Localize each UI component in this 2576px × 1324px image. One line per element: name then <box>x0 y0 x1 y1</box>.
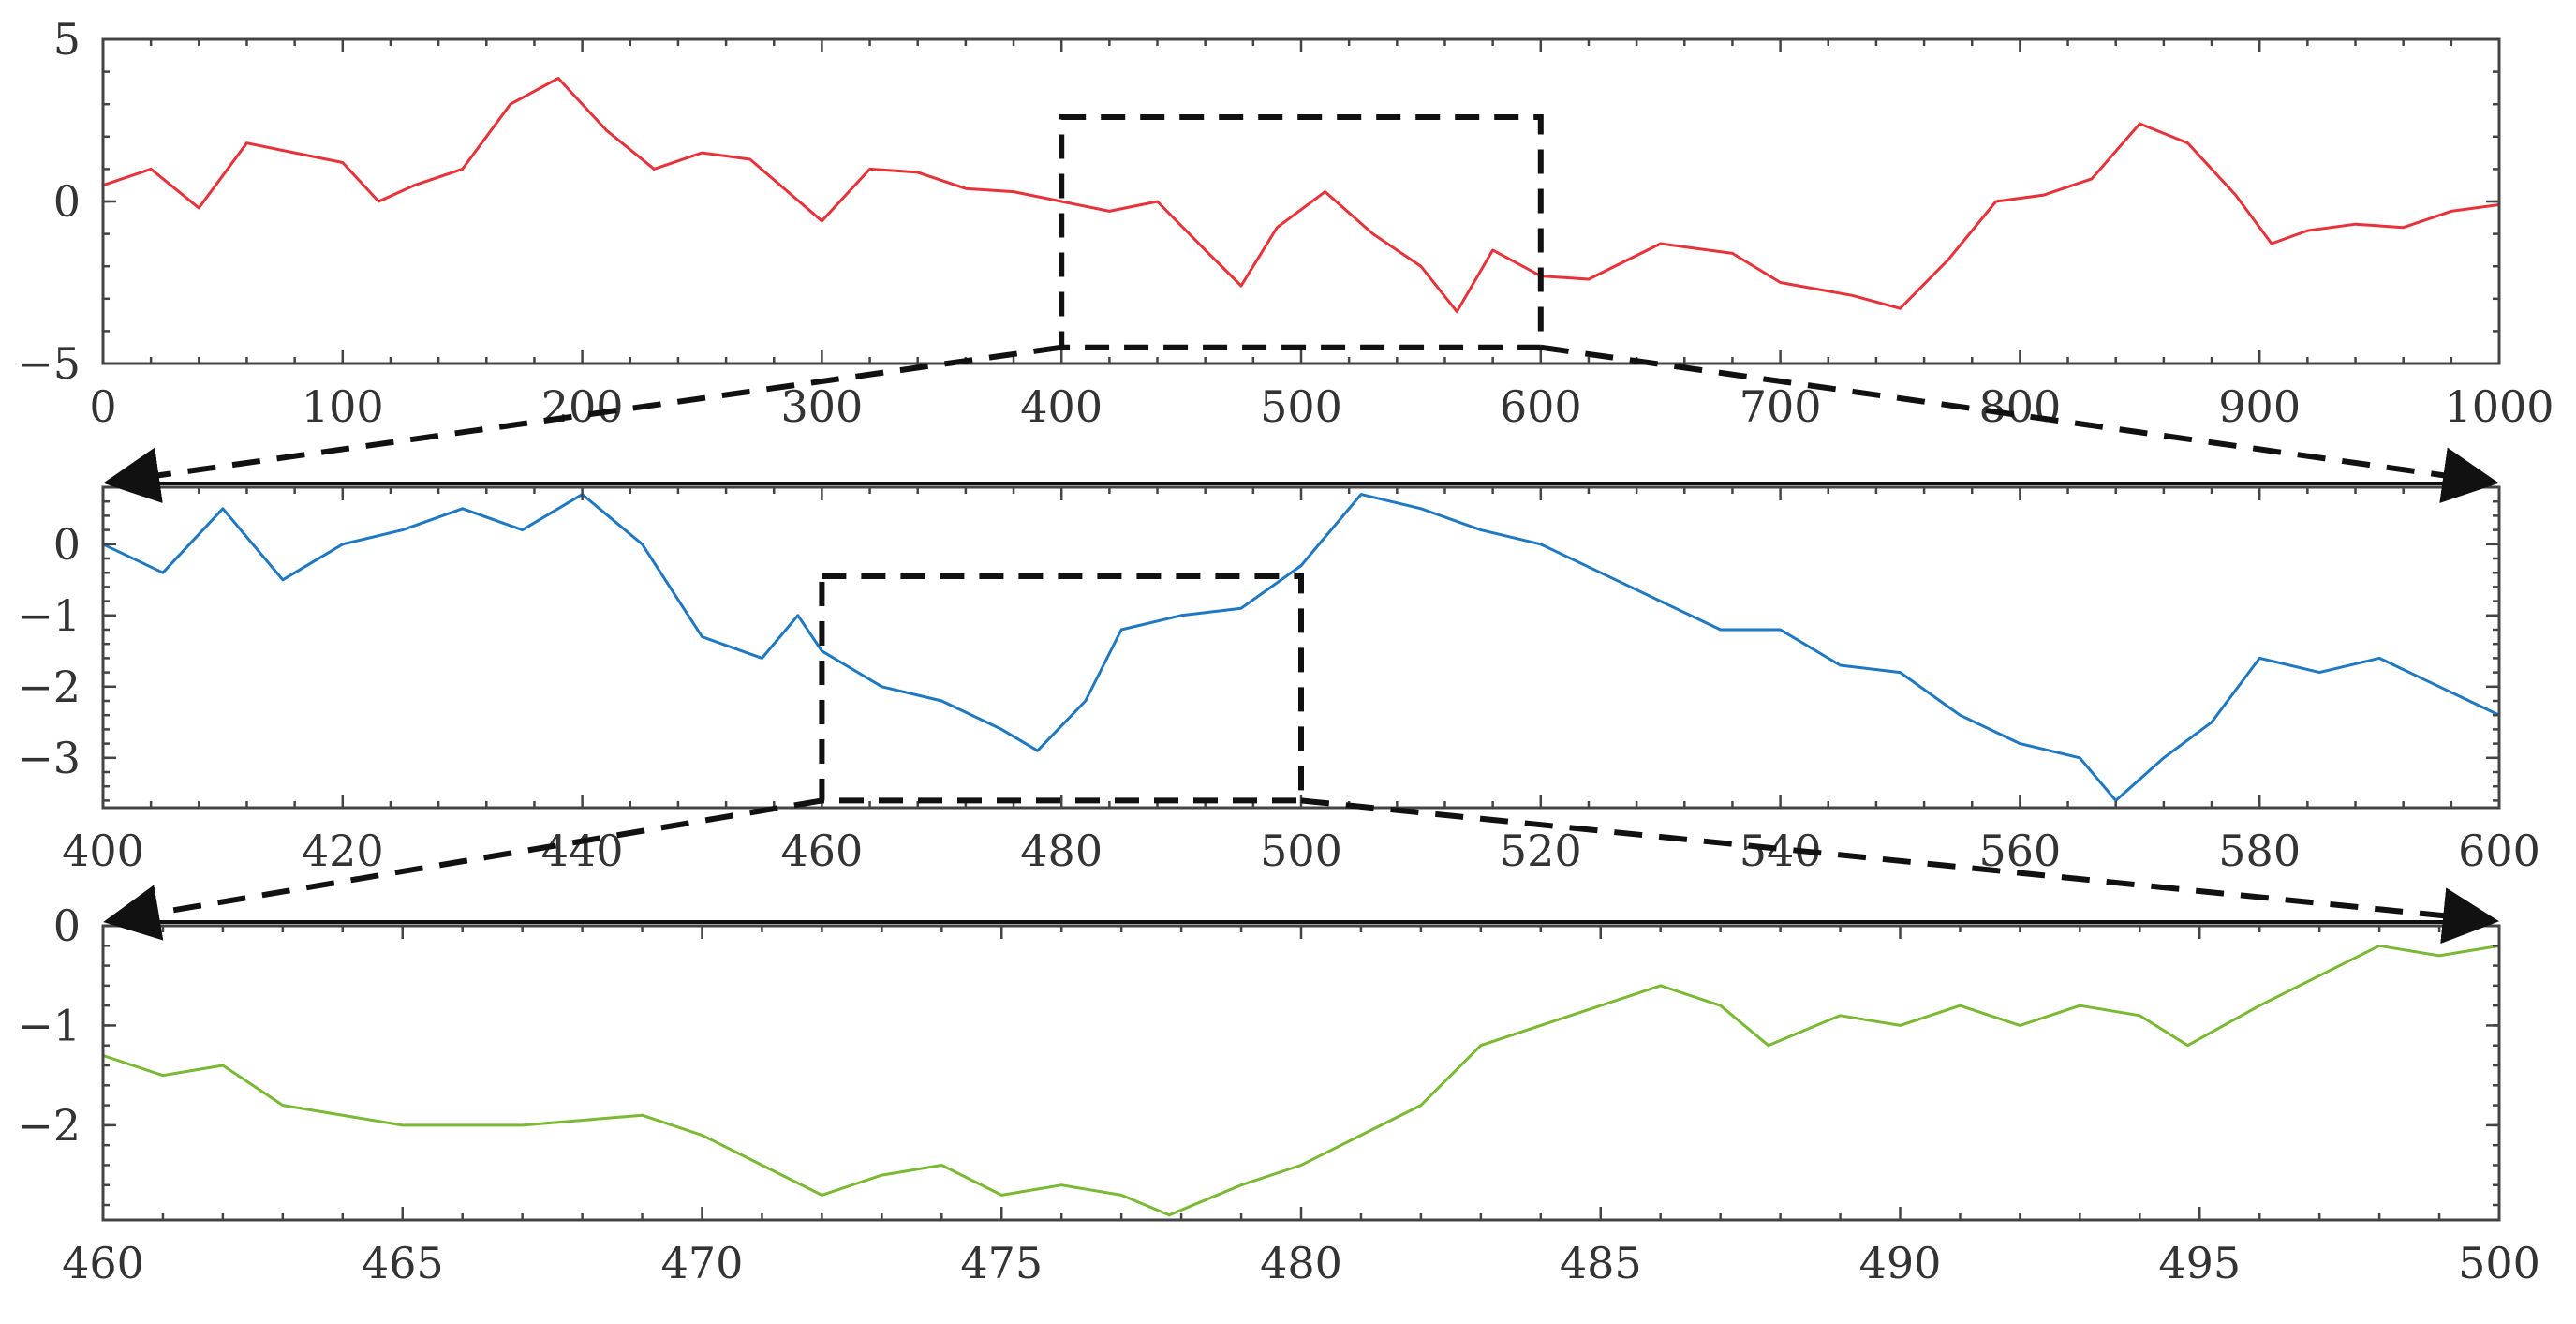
top-x-tick-label: 1000 <box>2444 381 2554 432</box>
middle-x-tick-label: 400 <box>62 826 144 876</box>
bottom-x-tick-label: 485 <box>1560 1238 1642 1288</box>
bottom-y-tick-label: −2 <box>17 1100 81 1151</box>
middle-x-tick-label: 480 <box>1020 826 1103 876</box>
middle-y-tick-label: −2 <box>17 662 81 712</box>
bottom-x-tick-label: 475 <box>960 1238 1043 1288</box>
bottom-x-tick-label: 465 <box>362 1238 444 1288</box>
top-x-tick-label: 100 <box>302 381 384 432</box>
bottom-x-tick-label: 460 <box>62 1238 144 1288</box>
bottom-x-tick-label: 500 <box>2458 1238 2540 1288</box>
panel-bottom: 460 465 470 475 480 485 490 495 500 −2 −1 0 <box>17 900 2540 1288</box>
zoom-connector-right-1 <box>1540 344 2499 503</box>
bottom-series-line-0 <box>102 944 2500 1217</box>
top-series-line-0 <box>102 77 2500 314</box>
zoom-connector-left-2 <box>103 797 822 941</box>
top-y-tick-label: 0 <box>53 176 81 227</box>
panel-middle: 400 420 440 460 480 500 520 540 560 580 600−3−2−10 <box>17 485 2540 876</box>
top-x-tick-label: 900 <box>2218 381 2301 432</box>
bottom-x-tick-label: 490 <box>1859 1238 1942 1288</box>
bottom-x-tick-label: 480 <box>1260 1238 1342 1288</box>
middle-x-tick-label: 460 <box>780 826 863 876</box>
top-y-tick-label: 5 <box>53 14 81 65</box>
top-x-tick-label: 500 <box>1260 381 1342 432</box>
middle-x-tick-label: 420 <box>302 826 384 876</box>
top-x-tick-label: 400 <box>1020 381 1103 432</box>
zoom-connector-left-1 <box>103 344 1062 503</box>
middle-x-tick-label: 520 <box>1500 826 1582 876</box>
middle-y-tick-label: −1 <box>17 590 81 641</box>
top-y-tick-label: −5 <box>17 338 81 389</box>
middle-x-tick-label: 580 <box>2218 826 2301 876</box>
panel-top: 0 100 200 300 400 500 600 700 800 900 1000−505 <box>17 14 2554 432</box>
top-x-tick-label: 200 <box>541 381 624 432</box>
middle-x-tick-label: 500 <box>1260 826 1342 876</box>
top-zoom-box <box>1059 114 1544 350</box>
bottom-plot-frame <box>101 924 2501 1222</box>
middle-y-tick-label: 0 <box>53 519 81 570</box>
top-x-tick-label: 300 <box>780 381 863 432</box>
zoom-connectors <box>103 344 2499 945</box>
top-plot-frame <box>101 37 2501 365</box>
bottom-x-tick-label: 470 <box>661 1238 744 1288</box>
middle-x-tick-label: 440 <box>541 826 624 876</box>
bottom-x-tick-label: 495 <box>2158 1238 2241 1288</box>
middle-plot-frame <box>101 485 2501 810</box>
top-x-tick-label: 0 <box>89 381 116 432</box>
bottom-y-tick-label: −1 <box>17 1000 81 1050</box>
middle-y-tick-label: −3 <box>17 733 81 783</box>
middle-series-line-0 <box>102 493 2500 802</box>
top-x-tick-label: 700 <box>1740 381 1822 432</box>
top-x-tick-label: 600 <box>1500 381 1582 432</box>
middle-zoom-box <box>819 573 1305 804</box>
top-x-tick-label: 800 <box>1978 381 2061 432</box>
middle-x-tick-label: 600 <box>2458 826 2540 876</box>
bottom-y-tick-label: 0 <box>53 900 81 951</box>
zoom-connector-right-2 <box>1300 797 2499 945</box>
